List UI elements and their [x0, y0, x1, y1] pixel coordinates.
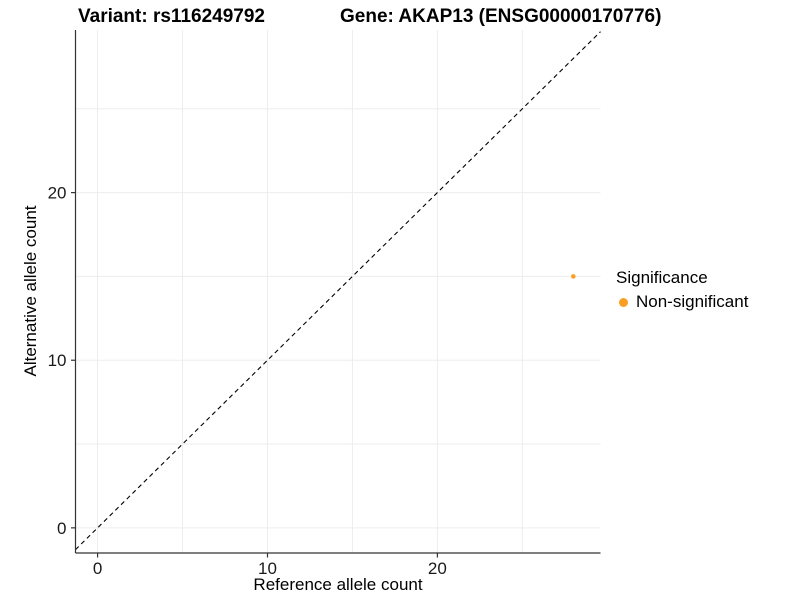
y-tick-label: 0 [57, 519, 66, 538]
y-axis-title: Alternative allele count [21, 205, 40, 377]
x-axis-title: Reference allele count [253, 575, 423, 594]
identity-reference-line [75, 31, 601, 551]
legend-entry-non-significant: Non-significant [616, 292, 748, 312]
x-tick-label: 0 [93, 559, 102, 578]
x-tick-label: 20 [428, 559, 447, 578]
legend-entry-label: Non-significant [636, 292, 749, 311]
plot-title-gene: Gene: AKAP13 (ENSG00000170776) [340, 6, 662, 27]
legend-title: Significance [616, 268, 708, 287]
y-tick-label: 20 [48, 184, 67, 203]
x-tick-label: 10 [258, 559, 277, 578]
y-tick-label: 10 [48, 351, 67, 370]
legend-dot-icon [619, 297, 628, 307]
plot-title-variant: Variant: rs116249792 [78, 6, 265, 27]
data-point [571, 274, 576, 279]
legend: Significance Non-significant [616, 268, 748, 312]
